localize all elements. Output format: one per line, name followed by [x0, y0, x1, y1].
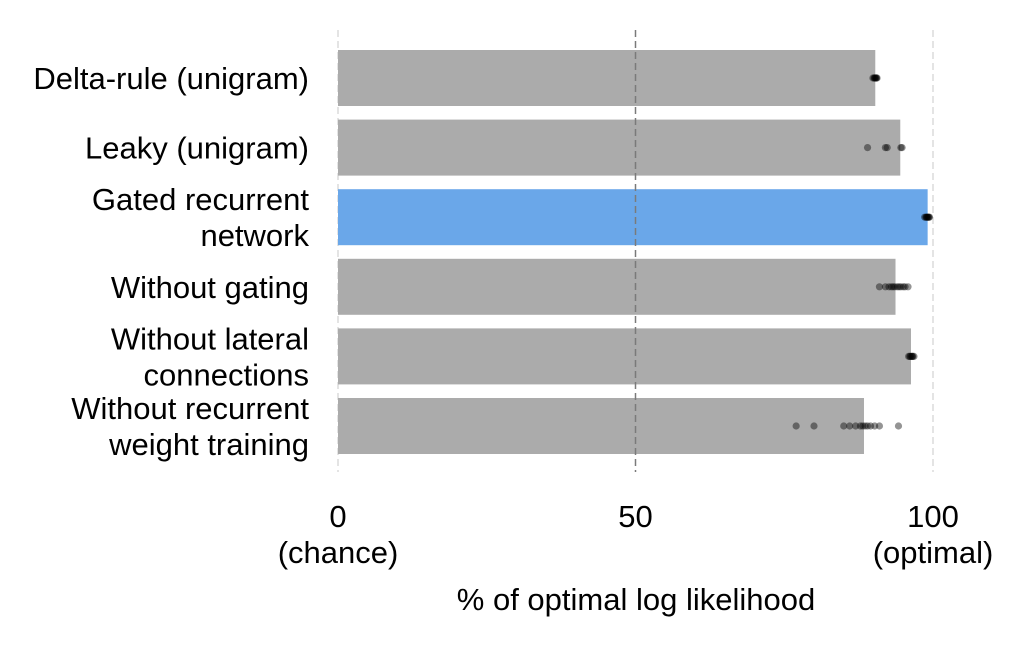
point-3-8: [897, 283, 905, 291]
point-1-2: [883, 144, 891, 152]
bar-0: [338, 50, 876, 106]
category-labels: Delta-rule (unigram) Leaky (unigram) Gated…: [33, 61, 309, 462]
bar-2: [338, 189, 928, 246]
point-3-2: [885, 283, 893, 291]
point-1-3: [897, 144, 905, 152]
point-0-6: [873, 74, 881, 82]
x-axis-label: % of optimal log likelihood: [457, 582, 815, 617]
point-5-0: [792, 422, 800, 430]
x-tick-sublabel-100: (optimal): [873, 535, 994, 570]
sample-points: [792, 74, 934, 430]
point-0-4: [872, 74, 880, 82]
point-0-3: [871, 74, 879, 82]
point-2-7: [925, 213, 934, 221]
point-4-2: [906, 352, 914, 360]
point-5-7: [861, 422, 869, 430]
point-3-10: [901, 283, 909, 291]
point-3-3: [887, 283, 895, 291]
point-3-11: [904, 283, 912, 291]
point-2-2: [922, 213, 931, 221]
point-4-5: [909, 352, 917, 360]
point-1-4: [898, 144, 906, 152]
category-label-1: Leaky (unigram): [85, 131, 309, 166]
x-tick-label-100: 100: [907, 499, 959, 534]
category-label-2-line-1: network: [200, 218, 309, 253]
point-1-0: [863, 144, 872, 152]
point-2-3: [923, 213, 931, 221]
bar-5: [338, 398, 864, 454]
point-3-7: [895, 283, 903, 291]
point-4-0: [905, 352, 913, 360]
point-5-12: [894, 422, 903, 430]
point-5-11: [875, 422, 884, 430]
point-5-3: [846, 422, 854, 430]
bar-4: [338, 328, 911, 385]
x-tick-sublabel-0: (chance): [278, 535, 399, 570]
category-label-4-line-0: Without lateral: [111, 321, 309, 356]
point-3-5: [891, 283, 899, 291]
point-5-8: [863, 422, 872, 430]
category-label-3: Without gating: [111, 270, 309, 305]
x-tick-label-50: 50: [618, 499, 652, 534]
point-2-1: [922, 213, 930, 221]
point-0-5: [872, 74, 881, 82]
point-4-3: [907, 352, 916, 360]
point-4-1: [906, 352, 914, 360]
bar-3: [338, 258, 896, 315]
point-2-6: [925, 213, 933, 221]
category-label-4-line-1: connections: [144, 357, 309, 392]
point-5-4: [852, 422, 860, 430]
bar-1: [338, 119, 901, 176]
point-4-4: [908, 352, 916, 360]
category-label-2-line-0: Gated recurrent: [92, 182, 309, 217]
point-5-1: [810, 422, 818, 430]
point-0-2: [871, 74, 879, 82]
point-3-1: [881, 283, 890, 291]
point-3-9: [899, 283, 907, 291]
point-3-0: [875, 283, 884, 291]
point-4-6: [910, 352, 918, 360]
category-label-5-line-0: Without recurrent: [71, 391, 309, 426]
point-3-4: [889, 283, 897, 291]
point-2-4: [924, 213, 932, 221]
point-2-0: [921, 213, 929, 221]
point-0-0: [869, 74, 877, 82]
category-label-0: Delta-rule (unigram): [33, 61, 309, 96]
point-2-5: [924, 213, 932, 221]
x-tick-labels: 0(chance) 50 100(optimal): [278, 499, 994, 570]
point-1-1: [881, 144, 890, 152]
point-5-2: [840, 422, 848, 430]
point-5-6: [859, 422, 867, 430]
point-5-5: [856, 422, 865, 430]
point-3-6: [893, 283, 901, 291]
point-5-10: [871, 422, 879, 430]
point-5-9: [866, 422, 875, 430]
bars: [338, 50, 928, 454]
category-label-5-line-1: weight training: [108, 427, 309, 462]
point-0-1: [870, 74, 878, 82]
x-tick-label-0: 0: [329, 499, 346, 534]
